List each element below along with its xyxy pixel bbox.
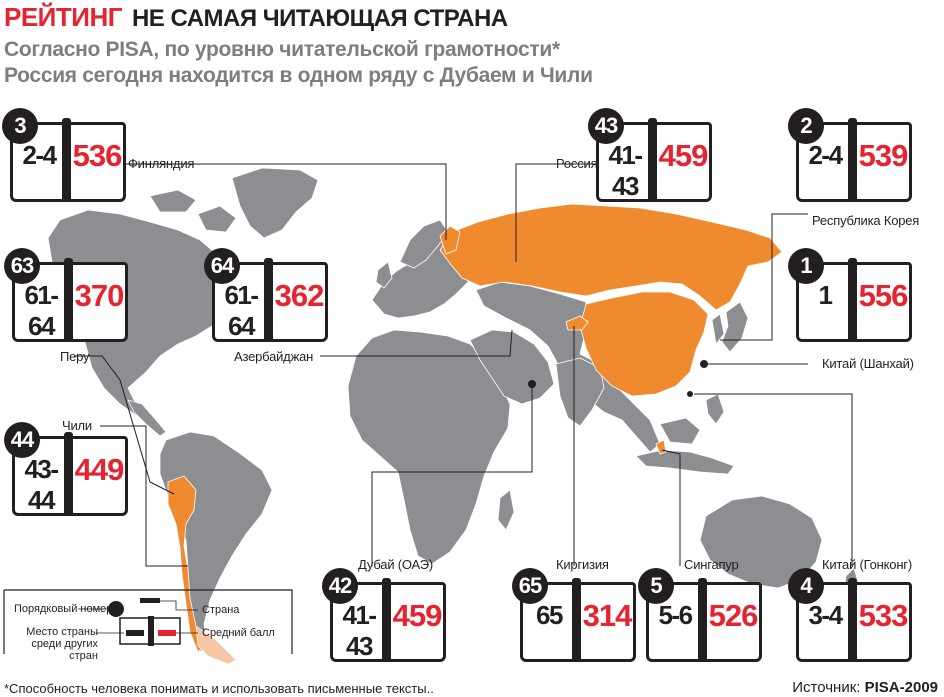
legend-score: Средний балл bbox=[202, 627, 275, 639]
legend-order: Порядковый номер bbox=[14, 603, 113, 615]
label-singapore: Сингапур bbox=[684, 557, 739, 572]
place-hongkong: 3-4 bbox=[808, 600, 843, 630]
source-label: Источник: bbox=[792, 679, 865, 696]
book-azerbaijan: 61-64 362 64 bbox=[204, 248, 328, 342]
leader-dubai bbox=[371, 384, 533, 566]
book-shanghai: 1 556 1 bbox=[788, 248, 912, 342]
place-dubai: 41-43 bbox=[342, 600, 377, 661]
legend-box bbox=[3, 589, 293, 654]
leader-korea bbox=[720, 213, 808, 341]
label-korea: Республика Корея bbox=[812, 213, 920, 228]
place-korea: 2-4 bbox=[808, 140, 843, 170]
leader-chile bbox=[100, 425, 188, 567]
order-azerbaijan: 64 bbox=[204, 248, 240, 284]
score-finland: 536 bbox=[72, 138, 123, 173]
leader-finland bbox=[122, 163, 447, 240]
source-value: PISA-2009 bbox=[864, 679, 938, 696]
label-dubai: Дубай (ОАЭ) bbox=[358, 557, 434, 572]
score-dubai: 459 bbox=[392, 598, 443, 633]
japan-shape bbox=[721, 301, 749, 353]
book-korea: 2-4 539 2 bbox=[788, 108, 912, 202]
order-singapore: 5 bbox=[638, 568, 674, 604]
leader-peru bbox=[74, 355, 175, 495]
korea-shape bbox=[711, 313, 725, 345]
place-peru: 61-64 bbox=[24, 280, 59, 341]
leader-russia bbox=[515, 163, 596, 262]
order-peru: 63 bbox=[4, 248, 40, 284]
place-azerbaijan: 61-64 bbox=[224, 280, 259, 341]
book-russia: 41-43 459 43 bbox=[588, 108, 712, 202]
russia-highlight bbox=[439, 203, 783, 311]
place-kyrgyzstan: 65 bbox=[536, 600, 563, 630]
book-kyrgyzstan: 65 314 65 bbox=[512, 568, 636, 662]
header-kicker: РЕЙТИНГ bbox=[4, 2, 122, 32]
book-finland: 2-4 536 3 bbox=[2, 108, 126, 202]
source: Источник: PISA-2009 bbox=[792, 679, 938, 696]
leader-azerbaijan bbox=[320, 329, 513, 357]
order-hongkong: 4 bbox=[788, 568, 824, 604]
label-shanghai: Китай (Шанхай) bbox=[822, 356, 914, 371]
book-chile: 43-44 449 44 bbox=[4, 422, 128, 516]
order-dubai: 42 bbox=[322, 568, 358, 604]
header-title: НЕ САМАЯ ЧИТАЮЩАЯ СТРАНА bbox=[131, 5, 508, 32]
subtitle-line-1: Согласно PISA, по уровню читательской гр… bbox=[4, 38, 560, 61]
score-peru: 370 bbox=[74, 278, 125, 313]
score-singapore: 526 bbox=[708, 598, 759, 633]
place-russia: 41-43 bbox=[608, 140, 643, 201]
marker-dubai bbox=[528, 380, 536, 388]
label-chile: Чили bbox=[62, 418, 92, 433]
score-hongkong: 533 bbox=[858, 598, 909, 633]
header: РЕЙТИНГ НЕ САМАЯ ЧИТАЮЩАЯ СТРАНА bbox=[4, 2, 508, 33]
uk-shape bbox=[375, 261, 393, 289]
china-highlight bbox=[579, 291, 709, 397]
africa-shape bbox=[347, 329, 511, 565]
legend-place: Место страны среди других стран bbox=[26, 626, 98, 662]
marker-hongkong bbox=[687, 391, 693, 397]
finland-highlight bbox=[439, 225, 461, 255]
order-russia: 43 bbox=[588, 108, 624, 144]
score-azerbaijan: 362 bbox=[274, 278, 325, 313]
subtitle-line-2: Россия сегодня находится в одном ряду с … bbox=[4, 64, 593, 87]
footnote: *Способность человека понимать и использ… bbox=[4, 681, 434, 696]
order-chile: 44 bbox=[4, 422, 40, 458]
score-shanghai: 556 bbox=[858, 278, 909, 313]
book-singapore: 5-6 526 5 bbox=[638, 568, 762, 662]
leader-singapore bbox=[661, 449, 681, 566]
place-singapore: 5-6 bbox=[658, 600, 693, 630]
book-hongkong: 3-4 533 4 bbox=[788, 568, 912, 662]
label-peru: Перу bbox=[60, 349, 90, 364]
place-chile: 43-44 bbox=[24, 454, 59, 515]
place-finland: 2-4 bbox=[22, 140, 57, 170]
label-russia: Россия bbox=[556, 156, 598, 171]
order-finland: 3 bbox=[2, 108, 38, 144]
central-america-shape bbox=[127, 399, 167, 437]
score-chile: 449 bbox=[74, 452, 125, 487]
score-kyrgyzstan: 314 bbox=[582, 598, 633, 633]
label-azerbaijan: Азербайджан bbox=[234, 349, 314, 364]
indonesia-shape bbox=[635, 449, 735, 475]
order-korea: 2 bbox=[788, 108, 824, 144]
leader-hongkong bbox=[694, 393, 853, 566]
score-korea: 539 bbox=[858, 138, 909, 173]
label-kyrgyzstan: Киргизия bbox=[556, 557, 609, 572]
order-shanghai: 1 bbox=[788, 248, 824, 284]
book-peru: 61-64 370 63 bbox=[4, 248, 128, 342]
label-hongkong: Китай (Гонконг) bbox=[822, 557, 912, 572]
greenland-shape bbox=[231, 167, 319, 239]
india-shape bbox=[555, 357, 605, 427]
madagascar-shape bbox=[497, 489, 515, 531]
arctic-islands-shape bbox=[149, 189, 197, 213]
legend-country: Страна bbox=[202, 604, 240, 616]
book-dubai: 41-43 459 42 bbox=[322, 568, 446, 662]
place-shanghai: 1 bbox=[818, 280, 833, 310]
order-kyrgyzstan: 65 bbox=[512, 568, 548, 604]
marker-shanghai bbox=[700, 360, 708, 368]
score-russia: 459 bbox=[658, 138, 709, 173]
label-finland: Финляндия bbox=[128, 156, 195, 171]
kyrgyzstan-highlight bbox=[565, 315, 589, 331]
